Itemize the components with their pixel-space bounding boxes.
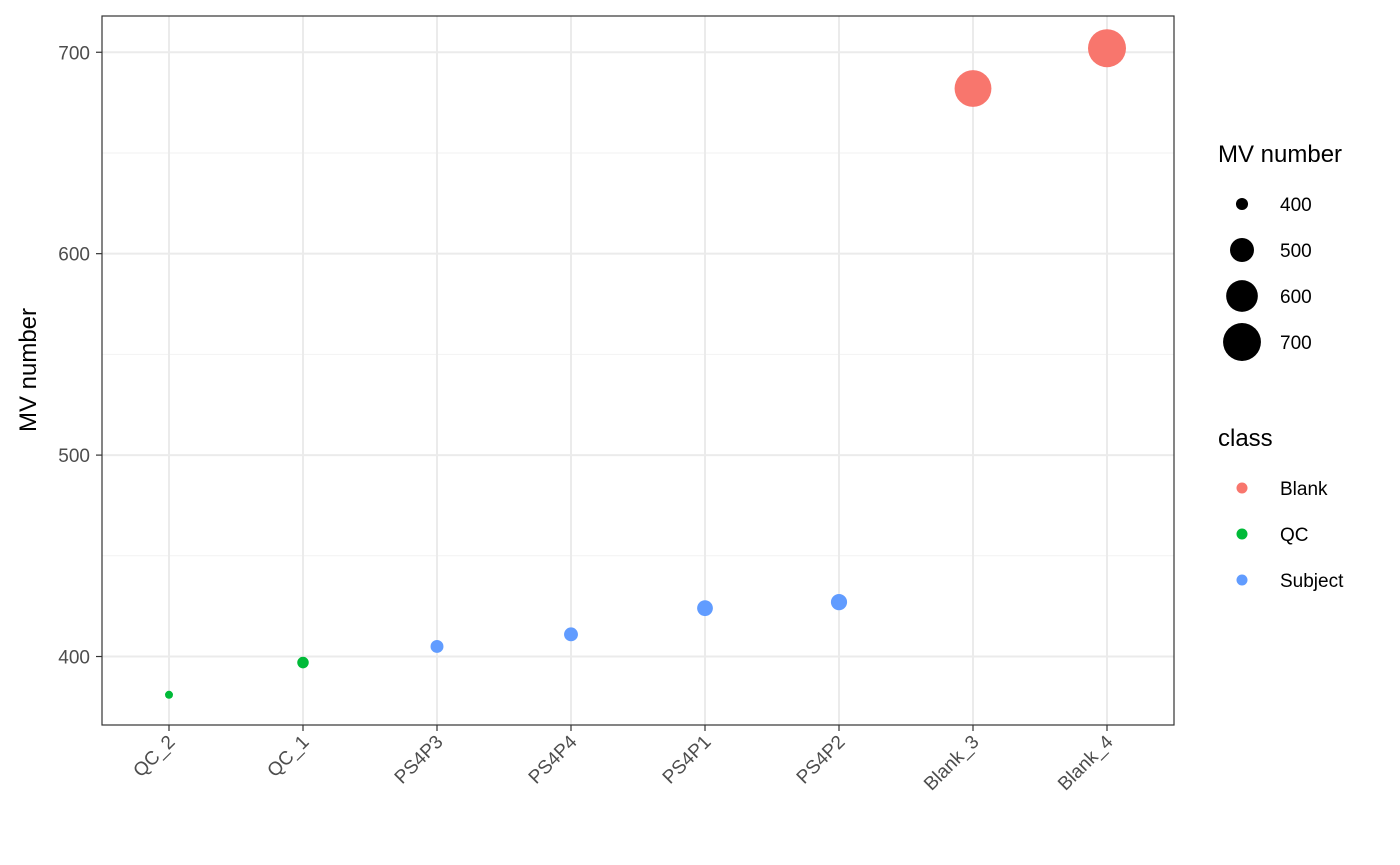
plot-panel — [102, 16, 1174, 725]
color-legend: class Blank QC Subject — [1218, 425, 1344, 592]
x-tick-label: QC_2 — [130, 732, 180, 782]
size-legend-label: 600 — [1280, 287, 1312, 308]
data-point — [430, 639, 444, 653]
size-legend-key — [1226, 280, 1258, 312]
color-legend-title: class — [1218, 425, 1273, 452]
y-axis-title: MV number — [15, 308, 42, 432]
y-tick-label: 700 — [58, 43, 90, 64]
data-point — [697, 600, 713, 617]
x-tick-label: QC_1 — [264, 732, 314, 782]
size-legend: MV number 400 500 600 700 — [1218, 141, 1342, 361]
data-point — [297, 656, 309, 669]
size-legend-label: 500 — [1280, 241, 1312, 262]
x-tick-label: PS4P4 — [525, 731, 582, 788]
size-legend-key — [1230, 238, 1254, 262]
color-legend-label: Subject — [1280, 571, 1344, 592]
color-legend-key — [1236, 528, 1248, 540]
x-tick-label: PS4P1 — [659, 732, 716, 789]
color-legend-key — [1236, 574, 1248, 586]
y-tick-label: 500 — [58, 446, 90, 467]
size-legend-label: 700 — [1280, 333, 1312, 354]
x-tick-label: Blank_3 — [920, 732, 983, 795]
data-point — [165, 690, 173, 699]
y-axis-ticks: 400 500 600 700 — [58, 43, 102, 669]
data-points — [165, 29, 1126, 699]
size-legend-label: 400 — [1280, 195, 1312, 216]
size-legend-key — [1223, 323, 1261, 361]
x-tick-label: Blank_4 — [1054, 731, 1118, 795]
data-point — [1088, 29, 1126, 68]
data-point — [954, 70, 992, 107]
size-legend-key — [1235, 197, 1249, 211]
minor-gridlines — [102, 152, 1174, 557]
color-legend-label: Blank — [1280, 479, 1328, 500]
color-legend-label: QC — [1280, 525, 1309, 546]
plot-border — [101, 15, 1175, 726]
size-legend-title: MV number — [1218, 141, 1342, 168]
x-tick-label: PS4P3 — [391, 732, 448, 789]
data-point — [564, 627, 578, 642]
color-legend-keys: Blank QC Subject — [1236, 479, 1344, 592]
data-point — [830, 594, 848, 611]
y-tick-label: 400 — [58, 648, 90, 669]
size-legend-keys: 400 500 600 700 — [1223, 195, 1312, 361]
y-tick-label: 600 — [58, 245, 90, 266]
color-legend-key — [1236, 482, 1248, 494]
x-axis-ticks: QC_2 QC_1 PS4P3 PS4P4 PS4P1 PS4P2 Blank_3 Blank… — [130, 725, 1118, 795]
x-tick-label: PS4P2 — [793, 732, 850, 789]
